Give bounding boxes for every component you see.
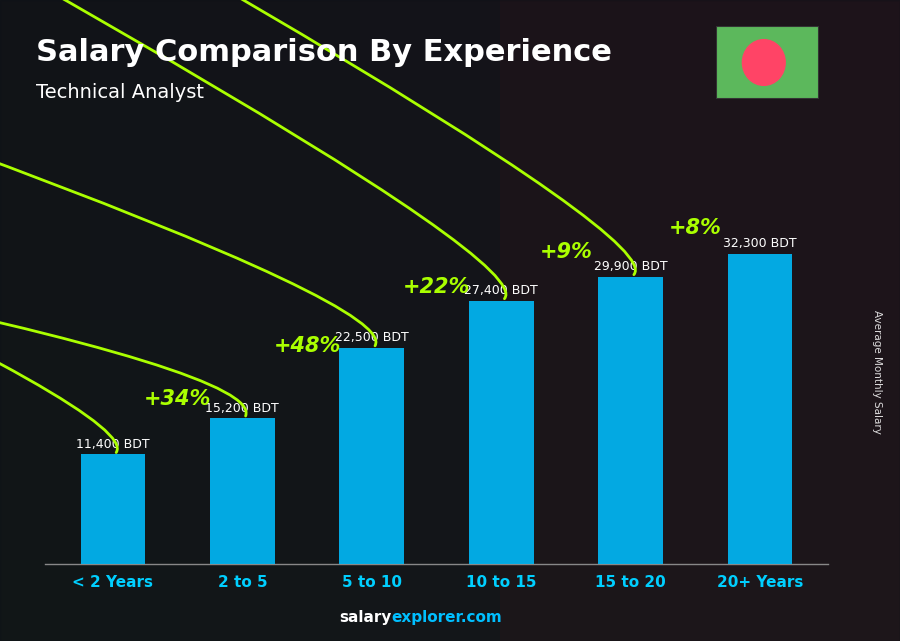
Text: 11,400 BDT: 11,400 BDT [76, 438, 149, 451]
Text: Technical Analyst: Technical Analyst [36, 83, 204, 103]
Bar [469, 301, 534, 564]
Text: 29,900 BDT: 29,900 BDT [594, 260, 668, 273]
Bar [598, 277, 663, 564]
Bar [210, 418, 274, 564]
Text: Average Monthly Salary: Average Monthly Salary [872, 310, 883, 434]
Text: explorer.com: explorer.com [392, 610, 502, 625]
Text: 32,300 BDT: 32,300 BDT [724, 237, 796, 250]
Text: +22%: +22% [403, 278, 470, 297]
FancyBboxPatch shape [716, 26, 819, 99]
Bar [81, 454, 145, 564]
Bar [728, 253, 792, 564]
Text: 27,400 BDT: 27,400 BDT [464, 284, 538, 297]
Bar [339, 347, 404, 564]
Text: 22,500 BDT: 22,500 BDT [335, 331, 409, 344]
Circle shape [742, 40, 785, 85]
Text: +9%: +9% [539, 242, 592, 262]
Text: +34%: +34% [144, 389, 212, 410]
Text: salary: salary [339, 610, 392, 625]
Text: +48%: +48% [274, 336, 341, 356]
Text: Salary Comparison By Experience: Salary Comparison By Experience [36, 38, 612, 67]
Text: 15,200 BDT: 15,200 BDT [205, 401, 279, 415]
Text: +8%: +8% [669, 218, 722, 238]
